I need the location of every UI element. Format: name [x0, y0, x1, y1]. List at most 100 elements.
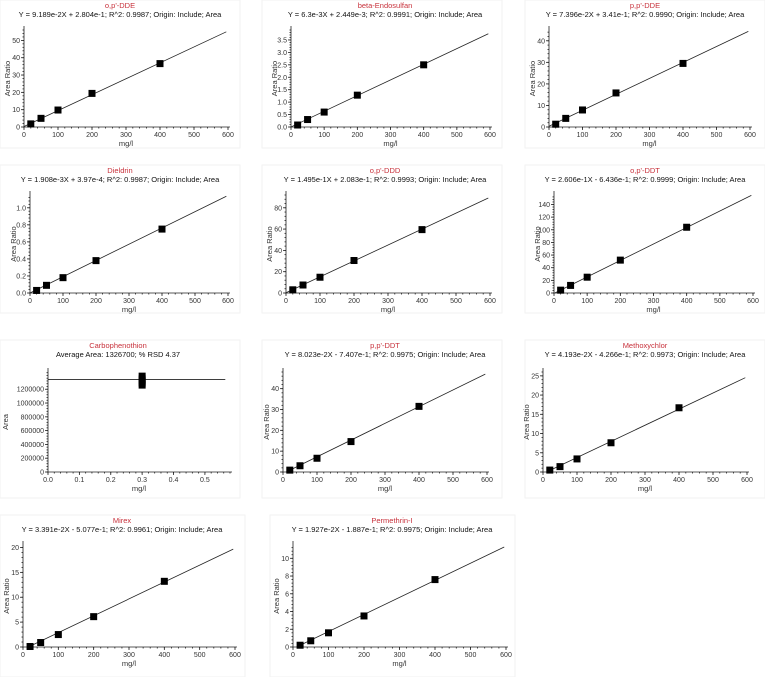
y-tick-label: 15	[531, 412, 539, 419]
x-tick-label: 600	[747, 298, 759, 305]
x-tick-label: 500	[707, 477, 719, 484]
x-tick-label: 300	[385, 132, 397, 139]
x-tick-label: 0	[284, 298, 288, 305]
y-tick-label: 0	[535, 470, 539, 477]
y-axis-label: Area Ratio	[2, 578, 11, 613]
x-tick-label: 0	[541, 477, 545, 484]
chart-panel	[261, 164, 503, 314]
data-point	[307, 637, 315, 645]
data-point	[420, 61, 428, 69]
chart-title: beta-Endosulfan	[358, 1, 413, 10]
x-tick-label: 0	[28, 298, 32, 305]
fit-line	[28, 548, 234, 648]
y-tick-label: 40	[542, 265, 550, 272]
y-tick-label: 1.0	[16, 205, 26, 212]
x-tick-label: 600	[222, 298, 234, 305]
x-tick-label: 100	[57, 298, 69, 305]
y-tick-label: 20	[531, 393, 539, 400]
y-tick-label: 200000	[21, 456, 44, 463]
x-tick-label: 0	[281, 477, 285, 484]
x-tick-label: 400	[154, 132, 166, 139]
y-tick-label: 5	[15, 620, 19, 627]
x-tick-label: 300	[648, 298, 660, 305]
y-tick-label: 0.6	[16, 239, 26, 246]
y-tick-label: 20	[271, 428, 279, 435]
x-axis-label: mg/l	[378, 484, 393, 493]
data-point	[316, 273, 324, 281]
x-tick-label: 600	[481, 477, 493, 484]
data-point	[92, 257, 100, 265]
y-axis-label: Area Ratio	[528, 61, 537, 96]
y-tick-label: 20	[537, 81, 545, 88]
x-axis-label: mg/l	[392, 659, 407, 668]
x-tick-label: 200	[345, 477, 357, 484]
data-point	[304, 116, 312, 124]
chart-title: Dieldrin	[107, 166, 132, 175]
y-tick-label: 100	[538, 227, 550, 234]
y-tick-label: 2	[285, 627, 289, 634]
chart-panel	[0, 514, 246, 677]
x-tick-label: 100	[581, 298, 593, 305]
x-tick-label: 0.4	[169, 477, 179, 484]
x-tick-label: 400	[416, 298, 428, 305]
x-tick-label: 100	[311, 477, 323, 484]
x-tick-label: 0	[547, 132, 551, 139]
y-tick-label: 120	[538, 215, 550, 222]
x-tick-label: 600	[229, 652, 241, 659]
data-point	[138, 372, 146, 380]
x-axis-label: mg/l	[122, 659, 137, 668]
x-tick-label: 600	[741, 477, 753, 484]
y-axis-label: Area Ratio	[270, 61, 279, 96]
y-axis-label: Area Ratio	[3, 61, 12, 96]
x-axis-label: mg/l	[122, 305, 137, 314]
x-tick-label: 0.5	[200, 477, 210, 484]
y-tick-label: 60	[542, 253, 550, 260]
chart-panel	[0, 0, 241, 149]
data-point	[418, 226, 426, 234]
x-tick-label: 300	[120, 132, 132, 139]
x-tick-label: 600	[484, 298, 496, 305]
data-point	[546, 466, 554, 474]
x-tick-label: 200	[358, 652, 370, 659]
x-tick-label: 300	[379, 477, 391, 484]
chart-panel	[261, 0, 503, 149]
x-axis-label: mg/l	[642, 139, 657, 148]
x-tick-label: 500	[189, 298, 201, 305]
data-point	[612, 89, 620, 97]
data-point	[431, 576, 439, 584]
y-tick-label: 0	[15, 645, 19, 652]
y-tick-label: 20	[274, 269, 282, 276]
x-tick-label: 500	[447, 477, 459, 484]
chart-equation: Y = 9.189e-2X + 2.804e-1; R^2: 0.9987; O…	[19, 10, 223, 19]
x-tick-label: 300	[382, 298, 394, 305]
x-tick-label: 100	[52, 132, 64, 139]
chart-title: Mirex	[113, 516, 132, 525]
data-point	[579, 106, 586, 114]
data-point	[54, 631, 62, 639]
x-tick-label: 0.3	[137, 477, 147, 484]
chart-permethrin-i: Permethrin-IY = 1.927e-2X - 1.887e-1; R^…	[269, 514, 516, 677]
chart-title: o,p'-DDE	[105, 1, 135, 10]
data-point	[54, 106, 62, 114]
y-tick-label: 40	[537, 38, 545, 45]
y-tick-label: 20	[11, 545, 19, 552]
y-axis-label: Area Ratio	[9, 226, 18, 261]
x-axis-label: mg/l	[132, 484, 147, 493]
data-point	[557, 286, 565, 294]
data-point	[607, 439, 615, 447]
data-point	[347, 438, 355, 446]
x-tick-label: 100	[323, 652, 335, 659]
y-tick-label: 2.5	[277, 62, 287, 69]
x-tick-label: 200	[90, 298, 102, 305]
data-point	[37, 114, 45, 122]
x-tick-label: 400	[158, 652, 170, 659]
y-axis-label: Area Ratio	[272, 578, 281, 613]
data-point	[296, 641, 304, 649]
data-point	[27, 120, 35, 128]
chart-title: Permethrin-I	[371, 516, 412, 525]
y-tick-label: 0.0	[16, 291, 26, 298]
